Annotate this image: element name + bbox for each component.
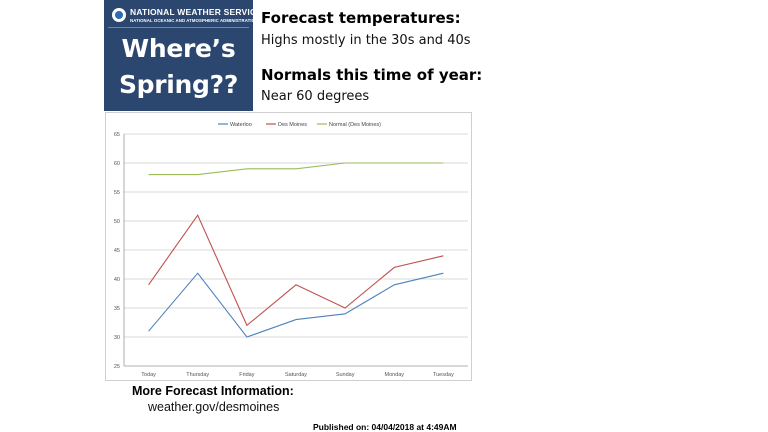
headline-line-2: Spring?? xyxy=(118,70,239,99)
x-tick-label: Saturday xyxy=(285,372,307,378)
legend-label: Des Moines xyxy=(278,122,307,128)
x-tick-label: Sunday xyxy=(336,372,355,378)
published-timestamp: Published on: 04/04/2018 at 4:49AM xyxy=(313,422,457,432)
normals-title: Normals this time of year: xyxy=(261,66,483,84)
x-tick-label: Thursday xyxy=(186,372,209,378)
forecast-text: Highs mostly in the 30s and 40s xyxy=(261,33,471,48)
x-tick-label: Monday xyxy=(384,372,404,378)
agency-header: NATIONAL WEATHER SERVICE NATIONAL OCEANI… xyxy=(108,5,262,28)
forecast-title: Forecast temperatures: xyxy=(261,9,461,27)
y-tick-label: 25 xyxy=(114,364,120,370)
agency-name: NATIONAL WEATHER SERVICE xyxy=(130,7,263,17)
more-info-link[interactable]: weather.gov/desmoines xyxy=(148,400,280,414)
legend-label: Waterloo xyxy=(230,122,252,128)
x-tick-label: Today xyxy=(141,372,156,378)
series-line xyxy=(148,272,444,338)
more-info-title: More Forecast Information: xyxy=(132,384,294,398)
y-tick-label: 65 xyxy=(114,132,120,138)
y-tick-label: 35 xyxy=(114,306,120,312)
noaa-logo-icon xyxy=(112,8,126,22)
series-line xyxy=(148,162,444,176)
y-tick-label: 30 xyxy=(114,335,120,341)
x-tick-label: Tuesday xyxy=(433,372,454,378)
normals-text: Near 60 degrees xyxy=(261,89,370,104)
y-tick-label: 45 xyxy=(114,248,120,254)
y-tick-label: 55 xyxy=(114,190,120,196)
temperature-chart: 25 30 35 40 45 50 55 60 65 Today Thursday Friday Sat… xyxy=(105,112,472,381)
y-tick-label: 50 xyxy=(114,219,120,225)
headline-line-1: Where’s xyxy=(121,34,236,63)
y-tick-label: 40 xyxy=(114,277,120,283)
series-line xyxy=(148,214,444,327)
agency-subtitle: NATIONAL OCEANIC AND ATMOSPHERIC ADMINIS… xyxy=(130,18,259,23)
title-banner: NATIONAL WEATHER SERVICE NATIONAL OCEANI… xyxy=(104,0,262,111)
x-tick-label: Friday xyxy=(239,372,255,378)
y-tick-label: 60 xyxy=(114,161,120,167)
legend-label: Normal (Des Moines) xyxy=(329,122,381,128)
chart-canvas: 25 30 35 40 45 50 55 60 65 Today Thursday Friday Sat… xyxy=(114,122,468,378)
